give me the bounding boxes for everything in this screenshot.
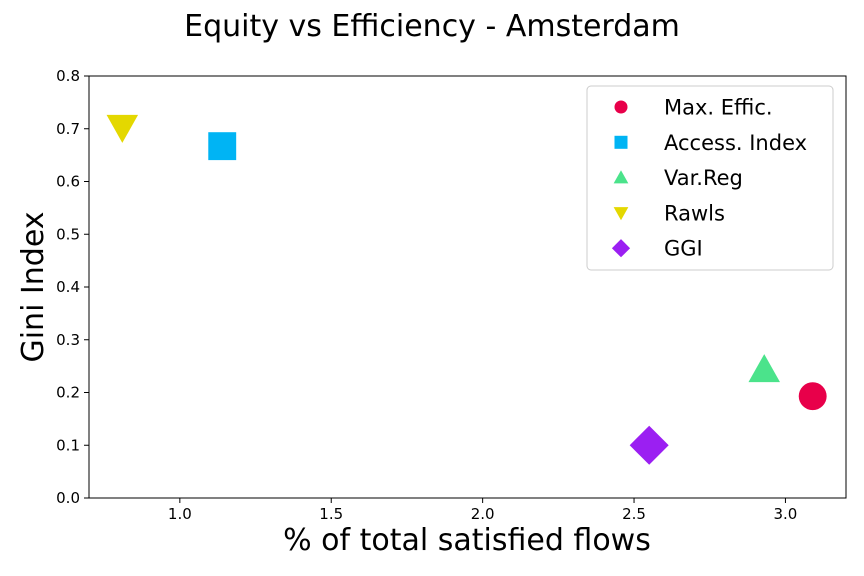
y-tick-label: 0.1 [56,436,80,454]
legend-label-ggi: GGI [664,237,703,261]
y-tick-label: 0.8 [56,67,80,85]
legend-label-var-reg: Var.Reg [664,166,743,190]
point-access-index [208,132,237,161]
x-tick-label: 2.0 [471,505,495,523]
legend-label-access-index: Access. Index [664,131,807,155]
x-tick-label: 1.5 [319,505,343,523]
y-tick-label: 0.4 [56,278,80,296]
y-tick-label: 0.2 [56,384,80,402]
x-tick-label: 2.5 [622,505,646,523]
y-axis-label: Gini Index [16,211,51,362]
x-axis-ticks: 1.0 1.5 2.0 2.5 3.0 [168,498,797,523]
legend-frame [586,85,834,271]
x-tick-label: 1.0 [168,505,192,523]
legend-label-rawls: Rawls [664,201,725,225]
point-var-reg [748,354,780,383]
point-rawls [106,114,139,143]
y-axis-ticks: 0.0 0.1 0.2 0.3 0.4 0.5 0.6 0.7 0.8 [56,67,89,507]
y-tick-label: 0.3 [56,331,80,349]
x-axis-label: % of total satisfied flows [283,523,651,558]
legend-marker-ggi [611,239,631,258]
y-tick-label: 0.6 [56,173,80,191]
chart-title: Equity vs Efficiency - Amsterdam [184,9,680,44]
point-max-effic [798,382,827,411]
data-points [106,114,827,465]
legend-marker-rawls [613,207,629,221]
legend-label-max-effic: Max. Effic. [664,96,773,120]
legend-marker-access-index [614,135,628,149]
legend: Max. Effic. Access. Index Var.Reg Rawls GGI [586,85,834,271]
y-tick-label: 0.5 [56,225,80,243]
y-tick-label: 0.7 [56,120,80,138]
y-tick-label: 0.0 [56,489,80,507]
x-tick-label: 3.0 [774,505,798,523]
legend-marker-var-reg [613,170,629,184]
legend-marker-max-effic [614,100,628,114]
point-ggi [629,425,669,465]
